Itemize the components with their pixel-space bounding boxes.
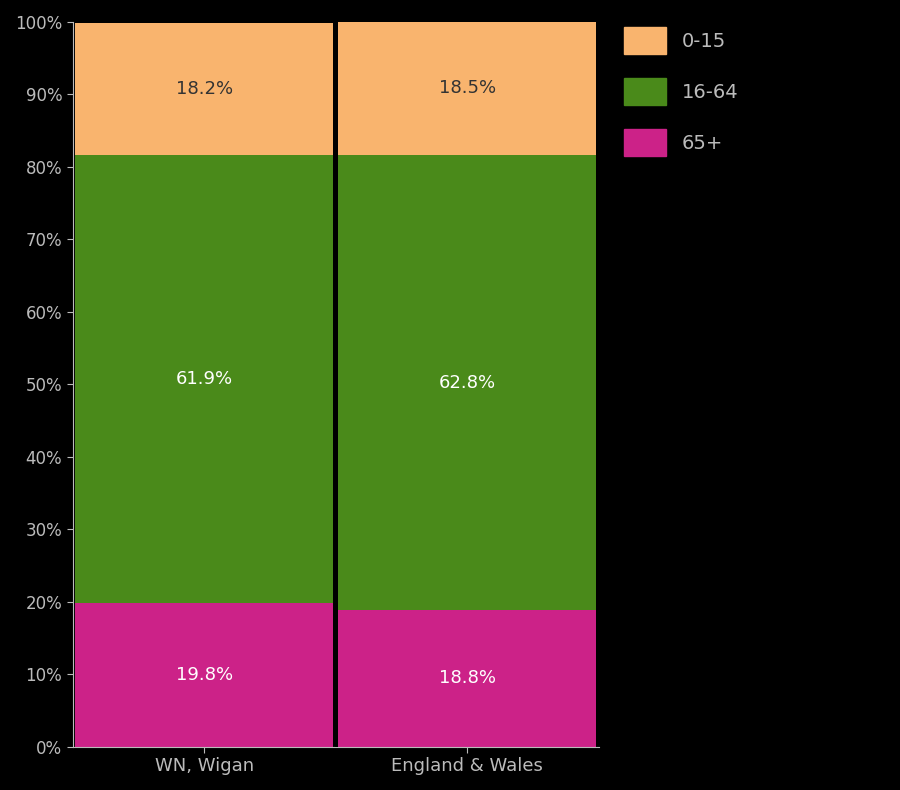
Text: 62.8%: 62.8% [439,374,496,392]
Text: 18.2%: 18.2% [176,80,233,98]
Text: 18.8%: 18.8% [439,669,496,687]
Bar [338,611,597,747]
Text: 18.5%: 18.5% [439,79,496,97]
Bar [338,21,597,156]
Text: 19.8%: 19.8% [176,666,233,684]
Bar [76,155,333,603]
Text: 61.9%: 61.9% [176,370,233,388]
Bar [338,156,597,611]
Bar [76,23,333,155]
Bar [76,603,333,747]
Legend: 0-15, 16-64, 65+: 0-15, 16-64, 65+ [614,17,748,166]
